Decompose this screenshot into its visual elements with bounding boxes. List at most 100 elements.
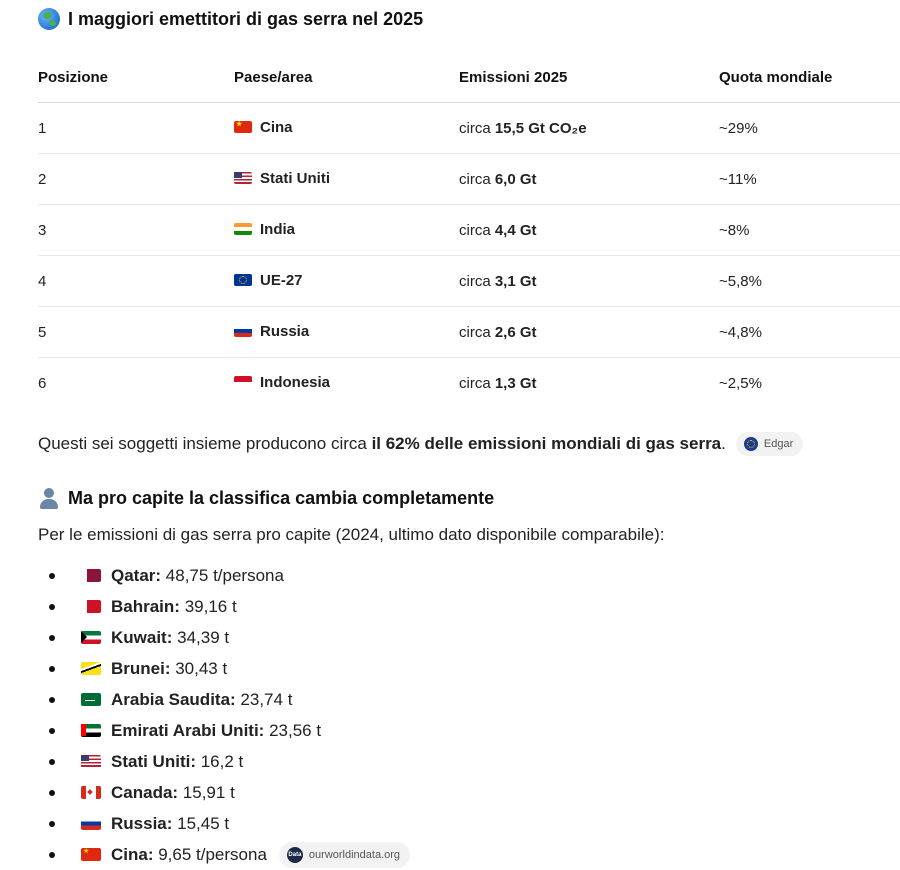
cell-emissions: circa 6,0 Gt — [459, 153, 719, 205]
source-chip-label: ourworldindata.org — [308, 848, 401, 861]
cell-position: 5 — [38, 306, 234, 358]
item-value: 16,2 t — [196, 751, 244, 771]
bullet-icon — [49, 603, 55, 610]
list-item: Russia: 15,45 t — [38, 808, 410, 839]
bullet-icon — [49, 572, 55, 579]
country-name: India — [260, 220, 296, 238]
section-title-per-capita: Ma pro capite la classifica cambia compl… — [38, 487, 494, 509]
cell-share: ~29% — [719, 102, 900, 154]
cell-share: ~8% — [719, 204, 900, 256]
column-header-country: Paese/area — [234, 52, 459, 103]
cell-emissions: circa 3,1 Gt — [459, 255, 719, 307]
canada-flag-icon — [81, 786, 101, 799]
item-value: 23,56 t — [264, 720, 322, 740]
bullet-icon — [49, 634, 55, 641]
cell-emissions: circa 1,3 Gt — [459, 358, 719, 409]
bullet-icon — [49, 789, 55, 796]
cell-country: Russia — [234, 306, 459, 358]
summary-text: Questi sei soggetti insieme producono ci… — [38, 434, 372, 453]
emissions-prefix: circa — [459, 272, 495, 290]
cell-share: ~4,8% — [719, 306, 900, 358]
russia-flag-icon — [81, 817, 101, 830]
cell-position: 6 — [38, 374, 47, 392]
item-country: Emirati Arabi Uniti: — [111, 720, 265, 740]
country-name: Cina — [260, 118, 293, 136]
column-header-position: Posizione — [38, 52, 234, 103]
source-chip-edgar[interactable]: Edgar — [735, 432, 804, 456]
cell-country: India — [234, 204, 459, 256]
list-item: Arabia Saudita: 23,74 t — [38, 684, 410, 715]
emissions-value: 15,5 Gt CO₂e — [494, 119, 587, 137]
item-country: Canada: — [111, 782, 179, 802]
cell-position: 4 — [38, 255, 234, 307]
source-chip-label: Edgar — [763, 438, 794, 450]
emitters-table: Posizione Paese/area Emissioni 2025 Quot… — [38, 52, 900, 408]
column-header-emissions: Emissioni 2025 — [459, 52, 719, 103]
emissions-prefix: circa — [459, 323, 495, 341]
uae-flag-icon — [81, 724, 101, 737]
per-capita-intro: Per le emissioni di gas serra pro capite… — [38, 525, 665, 544]
emissions-value: 2,6 Gt — [494, 323, 537, 341]
china-flag-icon — [234, 120, 252, 134]
cell-position: 3 — [38, 204, 234, 256]
item-country: Kuwait: — [111, 627, 173, 647]
cell-country: Cina — [234, 102, 459, 154]
cell-country: Stati Uniti — [234, 153, 459, 205]
person-icon — [38, 487, 60, 509]
summary-paragraph: Questi sei soggetti insieme producono ci… — [38, 432, 804, 456]
section-title-emitters: I maggiori emettitori di gas serra nel 2… — [38, 8, 423, 30]
table-row: 2 Stati Uniti circa 6,0 Gt ~11% — [38, 153, 900, 205]
source-chip-ourworldindata[interactable]: Data ourworldindata.org — [278, 841, 411, 868]
list-item: Cina: 9,65 t/persona Data ourworldindata… — [38, 839, 411, 870]
emissions-prefix: circa — [459, 221, 495, 239]
section-title-text: I maggiori emettitori di gas serra nel 2… — [68, 8, 424, 29]
emissions-value: 3,1 Gt — [494, 272, 537, 290]
table-row: 1 Cina circa 15,5 Gt CO₂e ~29% — [38, 102, 900, 154]
bullet-icon — [49, 851, 55, 858]
saudi-arabia-flag-icon — [81, 693, 101, 706]
item-value: 48,75 t/persona — [161, 565, 284, 585]
column-header-share: Quota mondiale — [719, 52, 900, 103]
eu-source-icon — [743, 437, 758, 451]
per-capita-list: Qatar: 48,75 t/persona Bahrain: 39,16 t … — [38, 560, 411, 870]
bullet-icon — [49, 758, 55, 765]
emissions-value: 6,0 Gt — [494, 170, 537, 188]
item-value: 15,91 t — [178, 782, 235, 802]
list-item: Brunei: 30,43 t — [38, 653, 410, 684]
emissions-prefix: circa — [459, 119, 495, 137]
cell-emissions: circa 4,4 Gt — [459, 204, 719, 256]
item-country: Brunei: — [111, 658, 171, 678]
item-value: 23,74 t — [235, 689, 293, 709]
emissions-prefix: circa — [459, 170, 495, 188]
country-name: Stati Uniti — [260, 169, 330, 187]
cell-country: UE-27 — [234, 255, 459, 307]
item-country: Russia: — [111, 813, 173, 833]
list-item: Canada: 15,91 t — [38, 777, 410, 808]
usa-flag-icon — [81, 755, 101, 768]
emissions-value: 1,3 Gt — [494, 374, 537, 392]
china-flag-icon — [81, 847, 101, 861]
bullet-icon — [49, 820, 55, 827]
item-value: 9,65 t/persona — [153, 844, 267, 864]
item-value: 15,45 t — [172, 813, 230, 833]
kuwait-flag-icon — [81, 631, 101, 644]
bullet-icon — [49, 696, 55, 703]
country-name: Indonesia — [260, 373, 331, 391]
globe-icon — [38, 8, 60, 30]
emissions-value: 4,4 Gt — [494, 221, 537, 239]
summary-bold: il 62% delle emissioni mondiali di gas s… — [371, 434, 722, 453]
list-item: Bahrain: 39,16 t — [38, 591, 410, 622]
qatar-flag-icon — [81, 569, 101, 582]
item-country: Cina: — [111, 844, 154, 864]
cell-share: ~11% — [719, 153, 900, 205]
item-value: 39,16 t — [179, 596, 237, 616]
item-country: Qatar: — [111, 565, 162, 585]
table-header-row: Posizione Paese/area Emissioni 2025 Quot… — [38, 52, 900, 103]
list-item: Emirati Arabi Uniti: 23,56 t — [38, 715, 410, 746]
cell-share: ~2,5% — [719, 374, 762, 392]
russia-flag-icon — [234, 325, 252, 338]
list-item: Stati Uniti: 16,2 t — [38, 746, 410, 777]
item-country: Stati Uniti: — [111, 751, 196, 771]
data-source-icon: Data — [286, 846, 303, 863]
indonesia-flag-icon — [234, 376, 252, 389]
